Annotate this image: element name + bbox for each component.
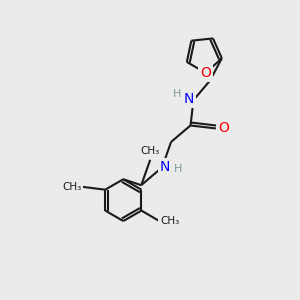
Text: CH₃: CH₃ <box>141 146 160 157</box>
Text: O: O <box>218 122 229 136</box>
Text: H: H <box>174 164 183 174</box>
Text: CH₃: CH₃ <box>160 216 179 226</box>
Text: H: H <box>173 89 181 99</box>
Text: CH₃: CH₃ <box>62 182 81 192</box>
Text: O: O <box>200 66 211 80</box>
Text: N: N <box>160 160 170 174</box>
Text: N: N <box>184 92 194 106</box>
